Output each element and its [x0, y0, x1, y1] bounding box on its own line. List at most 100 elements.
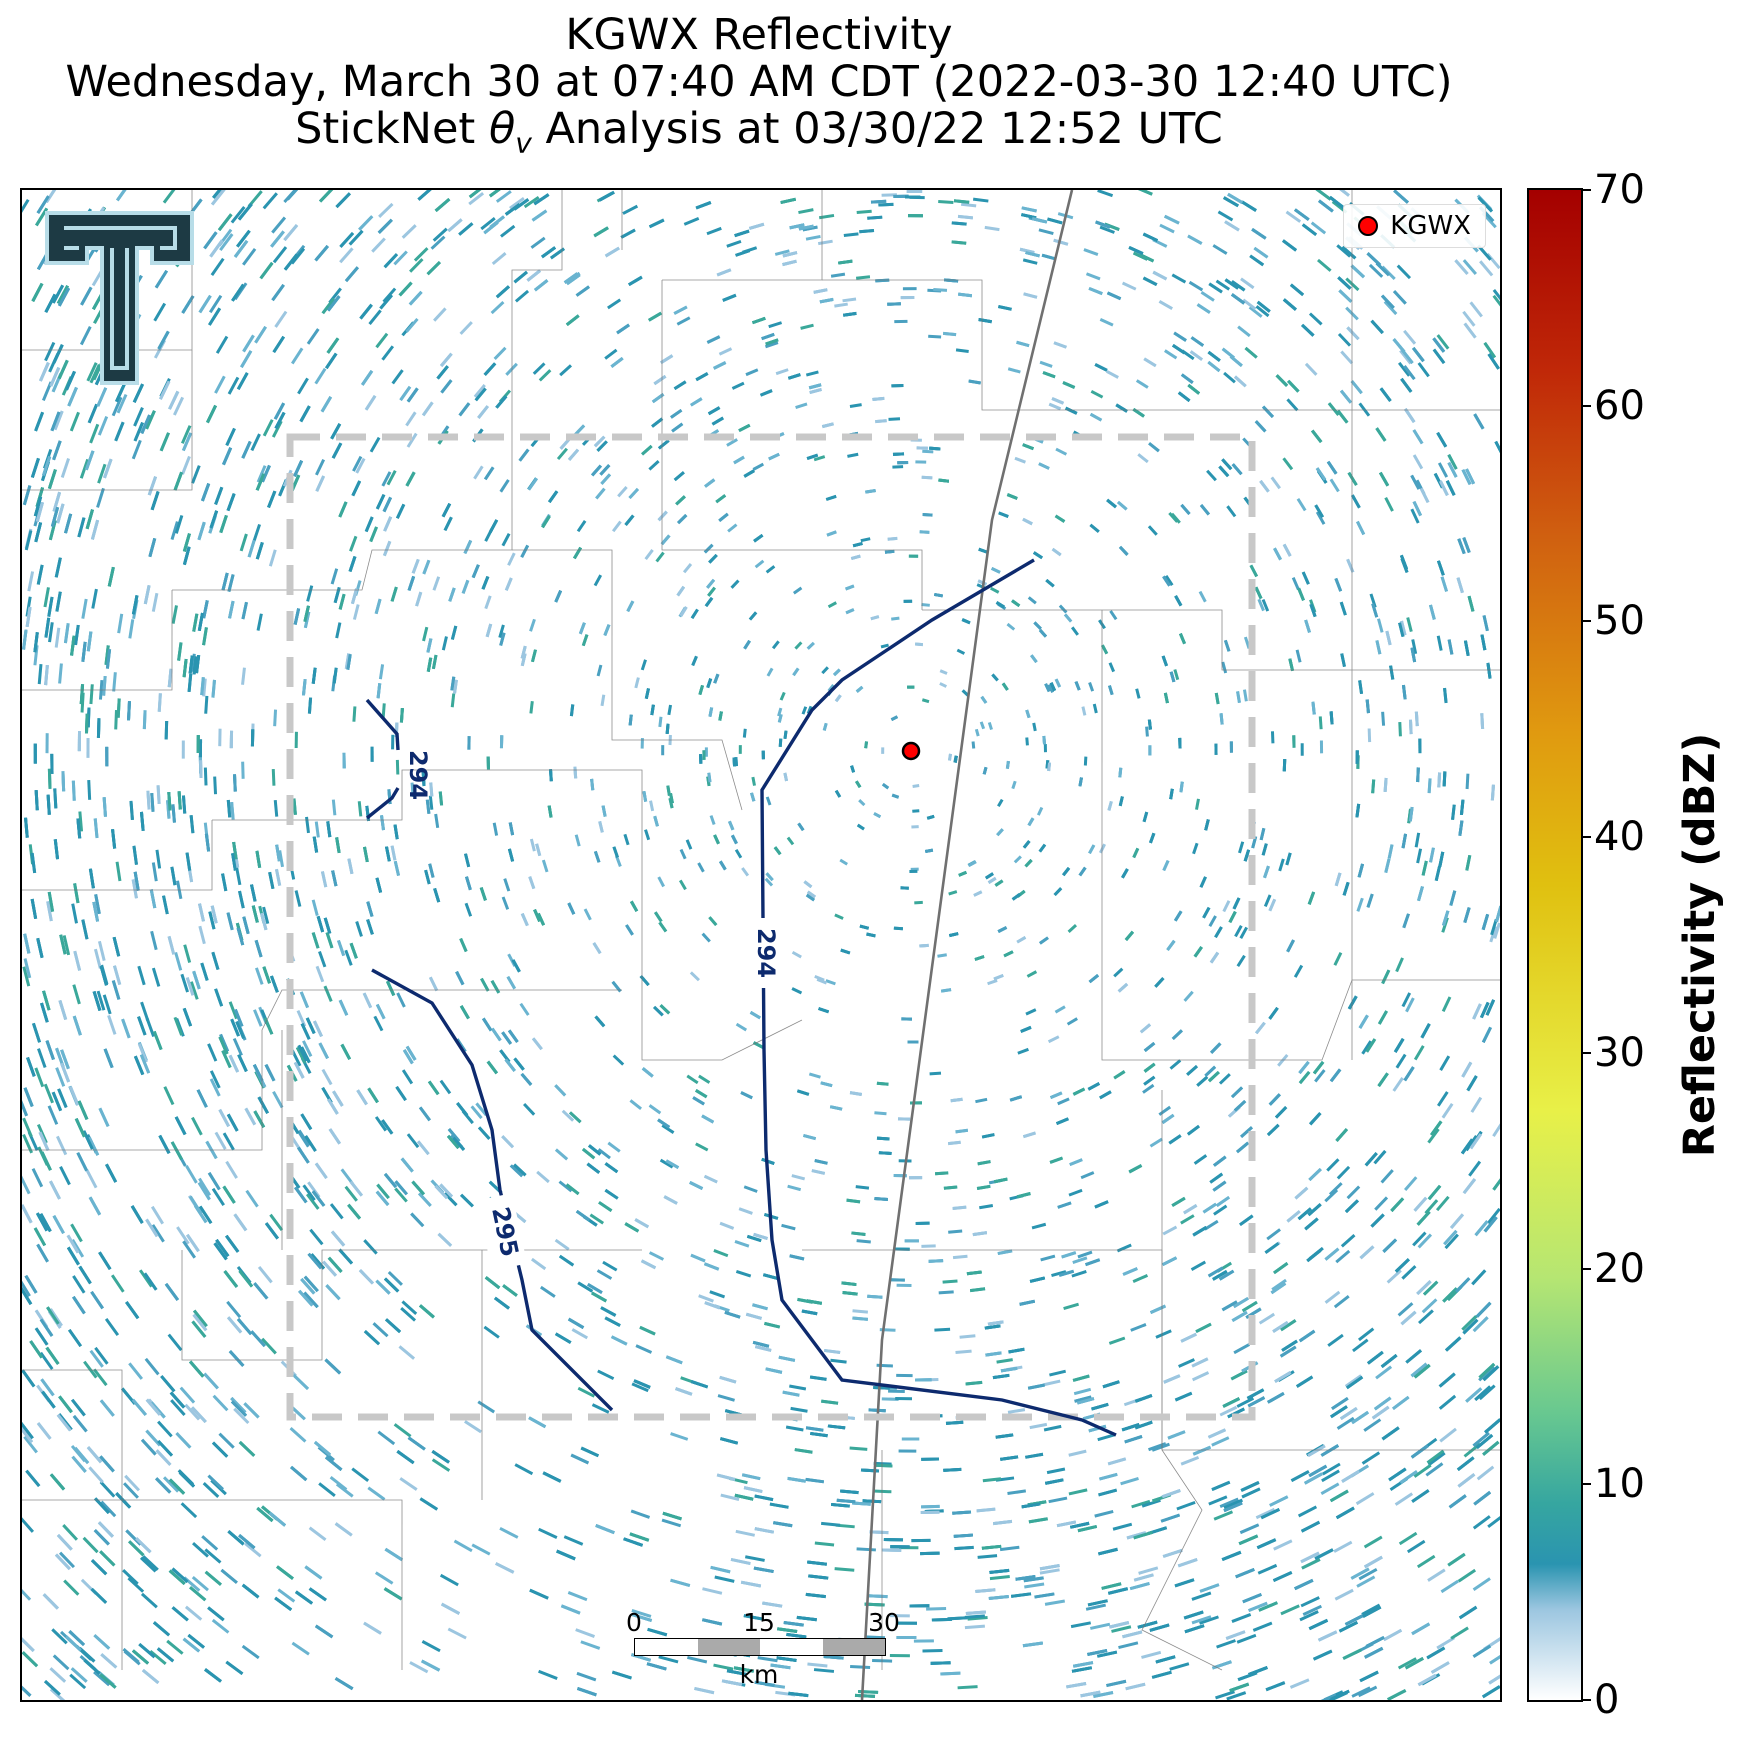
echo-gate	[52, 1215, 65, 1234]
echo-gate	[611, 1670, 632, 1680]
echo-gate	[297, 1130, 310, 1148]
echo-gate	[198, 925, 206, 945]
echo-gate	[1279, 1345, 1297, 1358]
echo-gate	[1380, 1169, 1394, 1184]
echo-gate	[734, 848, 743, 859]
echo-gate	[597, 1148, 611, 1160]
echo-gate	[1143, 1062, 1156, 1073]
echo-gate	[72, 984, 81, 1005]
echo-gate	[1007, 1489, 1027, 1495]
echo-gate	[1286, 1210, 1301, 1223]
echo-gate	[683, 217, 700, 226]
echo-gate	[1392, 1077, 1404, 1092]
echo-gate	[93, 1529, 110, 1546]
echo-gate	[648, 1251, 665, 1261]
echo-gate	[352, 455, 363, 472]
echo-gate	[558, 1180, 573, 1193]
echo-gate	[1199, 504, 1210, 516]
echo-gate	[69, 1673, 87, 1690]
echo-gate	[1375, 1365, 1393, 1380]
echo-gate	[1478, 1362, 1496, 1379]
echo-gate	[450, 625, 458, 640]
echo-gate	[1173, 331, 1187, 342]
echo-gate	[1377, 618, 1384, 633]
echo-gate	[473, 465, 484, 480]
echo-gate	[241, 667, 246, 685]
echo-gate	[805, 234, 821, 241]
echo-gate	[1338, 1620, 1359, 1633]
echo-gate	[374, 1571, 394, 1585]
echo-gate	[52, 344, 64, 364]
echo-gate	[51, 1628, 68, 1645]
echo-gate	[207, 1606, 225, 1622]
echo-gate	[405, 411, 417, 427]
echo-gate	[274, 1596, 293, 1612]
echo-gate	[1225, 1630, 1246, 1640]
echo-gate	[1328, 1182, 1343, 1196]
echo-gate	[425, 799, 431, 814]
echo-gate	[226, 1300, 242, 1319]
echo-gate	[416, 1140, 430, 1156]
echo-gate	[183, 944, 192, 963]
echo-gate	[987, 876, 997, 884]
echo-gate	[921, 698, 930, 704]
echo-gate	[1249, 564, 1259, 578]
echo-gate	[644, 829, 651, 841]
echo-gate	[617, 486, 628, 498]
echo-gate	[1441, 996, 1452, 1012]
echo-gate	[89, 1349, 104, 1368]
echo-gate	[1199, 876, 1207, 888]
echo-gate	[1356, 897, 1364, 912]
echo-gate	[1475, 1301, 1492, 1318]
echo-gate	[735, 249, 751, 257]
echo-gate	[581, 1147, 596, 1160]
echo-gate	[63, 623, 70, 644]
echo-gate	[1309, 603, 1317, 618]
echo-gate	[757, 1656, 778, 1663]
echo-gate	[902, 287, 917, 291]
echo-gate	[334, 1677, 354, 1691]
echo-gate	[428, 863, 435, 878]
echo-gate	[782, 251, 798, 258]
echo-gate	[1107, 800, 1113, 811]
echo-gate	[421, 1640, 441, 1653]
echo-gate	[1187, 383, 1201, 395]
echo-gate	[306, 328, 320, 345]
echo-gate	[1319, 740, 1324, 754]
echo-gate	[71, 780, 76, 801]
echo-gate	[840, 948, 851, 955]
echo-gate	[273, 799, 279, 817]
echo-gate	[620, 228, 636, 239]
echo-gate	[102, 797, 107, 817]
echo-gate	[189, 815, 195, 834]
echo-gate	[1336, 1165, 1351, 1180]
echo-gate	[1139, 1023, 1152, 1034]
radar-map[interactable]: 294 294 295 KGWX 0 15 30 km	[20, 188, 1502, 1702]
echo-gate	[717, 1394, 735, 1402]
echo-gate	[988, 1594, 1009, 1601]
echo-gate	[811, 1169, 826, 1175]
echo-gate	[225, 1160, 238, 1179]
echo-gate	[230, 1018, 240, 1037]
echo-gate	[204, 695, 209, 714]
echo-gate	[178, 1471, 196, 1488]
echo-gate	[1324, 1290, 1341, 1304]
echo-gate	[1470, 1096, 1483, 1113]
echo-gate	[228, 600, 235, 619]
echo-gate	[573, 546, 583, 560]
echo-gate	[426, 657, 433, 672]
echo-gate	[550, 247, 565, 260]
echo-gate	[654, 911, 663, 923]
echo-gate	[777, 714, 783, 723]
echo-gate	[1132, 847, 1140, 859]
echo-gate	[1226, 1691, 1247, 1700]
echo-gate	[535, 843, 542, 857]
echo-gate	[972, 197, 989, 203]
echo-gate	[895, 1396, 913, 1401]
echo-gate	[1094, 1509, 1114, 1518]
echo-gate	[1070, 1521, 1090, 1529]
echo-gate	[718, 347, 733, 356]
echo-gate	[1200, 291, 1215, 302]
echo-gate	[1130, 1323, 1147, 1332]
echo-gate	[577, 1386, 596, 1398]
